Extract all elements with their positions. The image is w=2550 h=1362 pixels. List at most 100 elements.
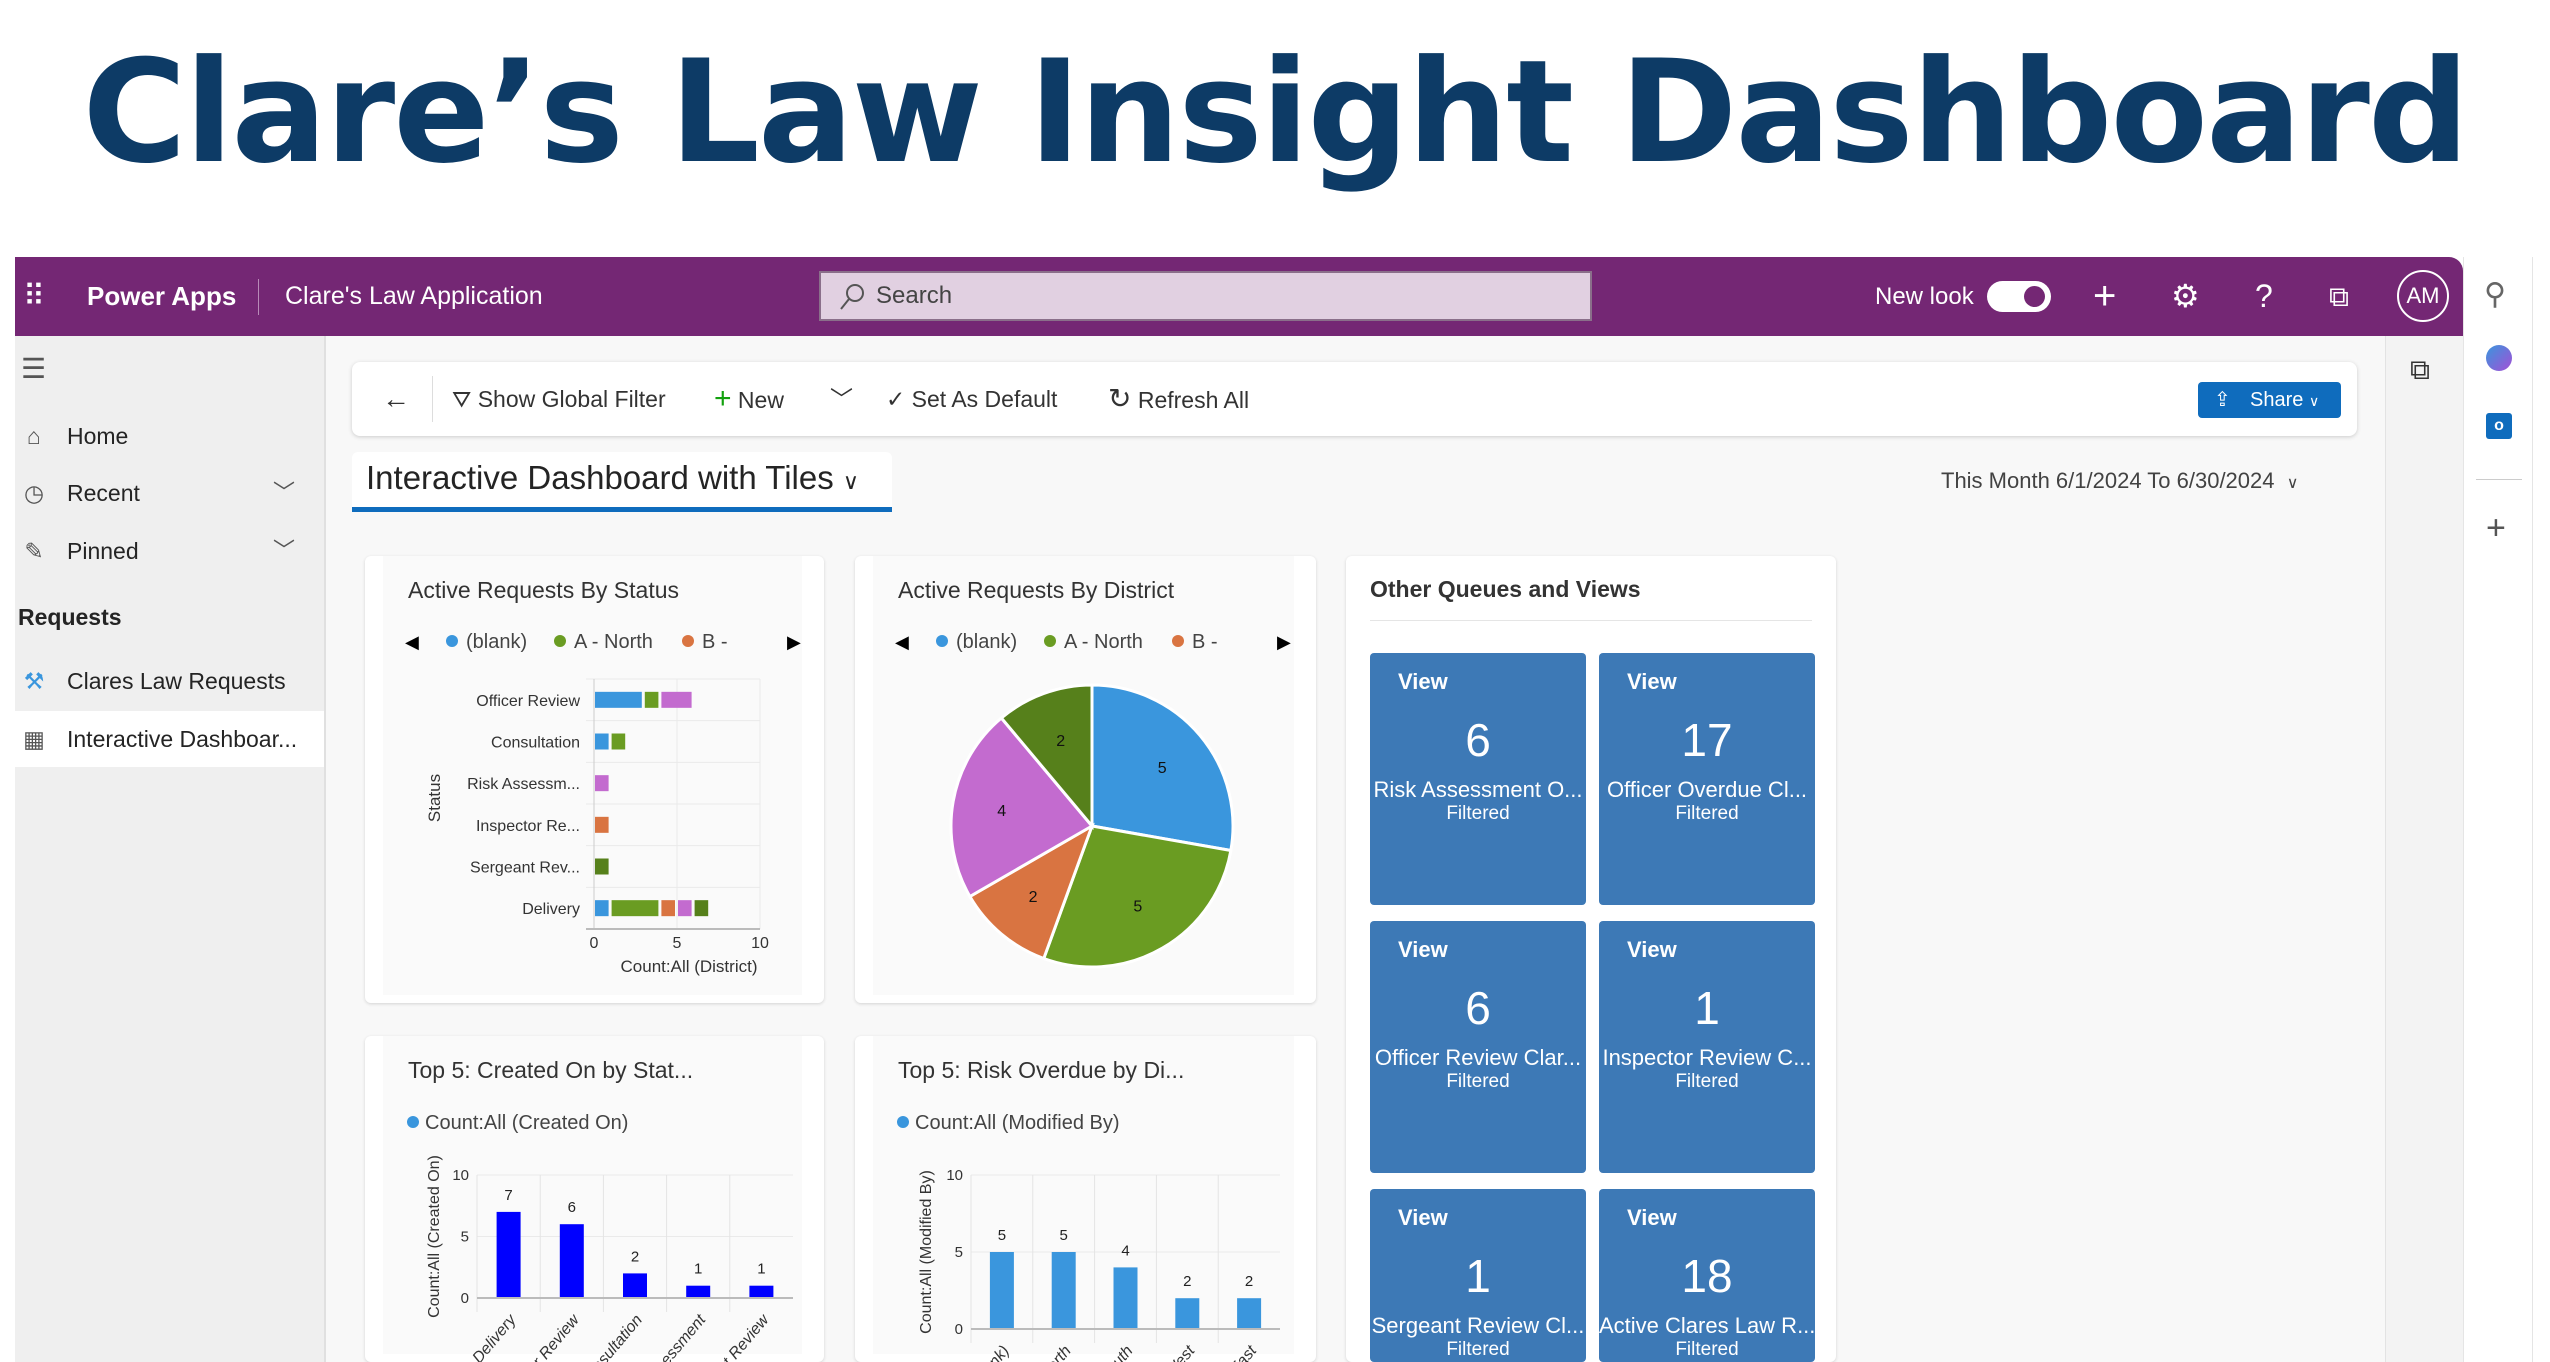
sidebar-item-label: Pinned [67,538,139,564]
legend-marker [554,635,566,647]
app-name[interactable]: Clare's Law Application [285,282,543,310]
back-arrow-icon[interactable]: ← [382,383,410,414]
tile[interactable]: View 17 Officer Overdue Cl... Filtered [1599,653,1815,905]
hamburger-icon[interactable]: ☰ [21,353,47,384]
legend-label: B - [1192,631,1218,653]
pie-data-label: 4 [997,803,1006,820]
sidebar-item-pinned[interactable]: ✎ Pinned ﹀ [15,523,324,579]
bar-data-label: 6 [568,1199,576,1216]
tile-name: Risk Assessment O... [1373,777,1583,802]
bar-data-label: 5 [1060,1227,1068,1244]
legend-label: Count:All (Created On) [425,1112,628,1134]
help-icon[interactable]: ? [2255,278,2273,314]
tile[interactable]: View 6 Officer Review Clar... Filtered [1370,921,1586,1173]
sidebar-item-clares-law-requests[interactable]: ⚒ Clares Law Requests [15,653,324,709]
copilot-icon[interactable]: ⧉ [2329,281,2349,312]
chart-background [383,556,802,995]
side-pane: ⧉ [2385,336,2463,1362]
chevron-down-icon[interactable]: ﹀ [273,480,296,505]
legend-next-arrow[interactable]: ▶ [787,632,801,652]
divider [1370,620,1812,621]
bar-segment [661,691,692,708]
bar-data-label: 5 [998,1227,1006,1244]
new-look-label: New look [1875,283,1974,310]
y-tick-label: Inspector Re... [476,818,580,835]
share-button[interactable]: ⇪ Share ∨ [2198,382,2341,418]
x-tick-label: 0 [590,935,599,952]
tile-status: Filtered [1675,1071,1739,1092]
chevron-down-icon[interactable]: ﹀ [830,386,853,412]
y-tick-label: Officer Review [476,693,580,710]
new-look-toggle[interactable] [1987,281,2051,312]
tile-name: Active Clares Law R... [1599,1313,1815,1338]
bar-segment [595,816,609,833]
set-as-default-button[interactable]: ✓ Set As Default [886,362,1057,436]
bar-data-label: 1 [694,1261,702,1278]
legend-prev-arrow[interactable]: ◀ [895,632,909,652]
tile-status: Filtered [1675,803,1739,824]
divider [258,279,259,315]
right-rail: ⚲ o + [2463,257,2533,1362]
tiles-card: Other Queues and Views View 6 Risk Assessm… [1346,556,1836,1362]
bar-data-label: 4 [1121,1242,1129,1259]
sidebar-item-interactive-dashboard[interactable]: ▦ Interactive Dashboar... [15,711,324,767]
new-button[interactable]: + New [714,362,784,437]
clock-icon: ◷ [23,480,45,506]
plus-icon: + [714,382,732,415]
section-label: Requests [18,604,122,630]
dashboard-name: Interactive Dashboard with Tiles [366,459,834,496]
tile[interactable]: View 6 Risk Assessment O... Filtered [1370,653,1586,905]
sidebar-item-recent[interactable]: ◷ Recent ﹀ [15,465,324,521]
bar [496,1211,521,1298]
avatar[interactable]: AM [2397,270,2449,322]
product-name[interactable]: Power Apps [87,281,237,311]
pie-slice [1041,824,1233,969]
search-input[interactable]: Search [819,271,1592,321]
tile-name: Officer Overdue Cl... [1606,777,1808,802]
y-axis-label: Count:All (Created On) [426,1155,443,1318]
legend-label: (blank) [956,631,1017,653]
bar-data-label: 2 [1183,1273,1191,1290]
sidebar-item-label: Interactive Dashboar... [67,726,298,752]
legend-label: Count:All (Modified By) [915,1112,1120,1134]
copilot-app-icon[interactable] [2486,345,2512,371]
legend-next-arrow[interactable]: ▶ [1277,632,1291,652]
waffle-icon[interactable]: ⠿ [23,280,45,313]
show-global-filter-button[interactable]: ⛛ Show Global Filter [452,362,666,436]
tile[interactable]: View 18 Active Clares Law R... Filtered [1599,1189,1815,1362]
sidebar-item-label: Clares Law Requests [67,668,286,694]
sidebar-item-label: Recent [67,480,140,506]
bar-data-label: 2 [631,1248,639,1265]
sidebar-item-home[interactable]: ⌂ Home [15,408,324,464]
outlook-icon[interactable]: o [2486,413,2512,439]
plus-icon[interactable]: + [2093,274,2117,318]
sidebar-item-label: Home [67,423,129,449]
plus-icon[interactable]: + [2486,509,2506,547]
pin-icon: ✎ [24,538,44,564]
sidebar-section-requests: Requests [18,589,327,645]
dashboard-selector[interactable]: Interactive Dashboard with Tiles ∨ [352,452,892,512]
tile-status: Filtered [1446,803,1510,824]
tile-name: Officer Review Clar... [1374,1045,1582,1070]
tile[interactable]: View 1 Inspector Review C... Filtered [1599,921,1815,1173]
y-tick-label: 5 [461,1229,469,1246]
bar-segment [694,900,709,917]
chevron-down-icon[interactable]: ﹀ [273,538,296,563]
legend-marker [897,1116,909,1128]
search-icon[interactable]: ⚲ [2484,278,2506,311]
copilot-icon[interactable]: ⧉ [2410,354,2430,385]
legend-marker [1172,635,1184,647]
search-icon [840,284,864,310]
tile[interactable]: View 1 Sergeant Review Cl... Filtered [1370,1189,1586,1362]
tile-count: 17 [1681,714,1733,766]
legend-prev-arrow[interactable]: ◀ [405,632,419,652]
refresh-all-button[interactable]: ↻ Refresh All [1108,362,1249,437]
gear-icon[interactable]: ⚙ [2171,278,2200,314]
bar [559,1224,584,1298]
tile-view-label: View [1398,937,1448,962]
tiles-title: Other Queues and Views [1370,576,1641,602]
date-range-selector[interactable]: This Month 6/1/2024 To 6/30/2024 ∨ [1941,468,2298,494]
chart-top5-risk-overdue: Top 5: Risk Overdue by Di... Count:All (M… [873,1036,1294,1362]
chart-background [383,1036,802,1354]
bar-segment [611,733,626,750]
